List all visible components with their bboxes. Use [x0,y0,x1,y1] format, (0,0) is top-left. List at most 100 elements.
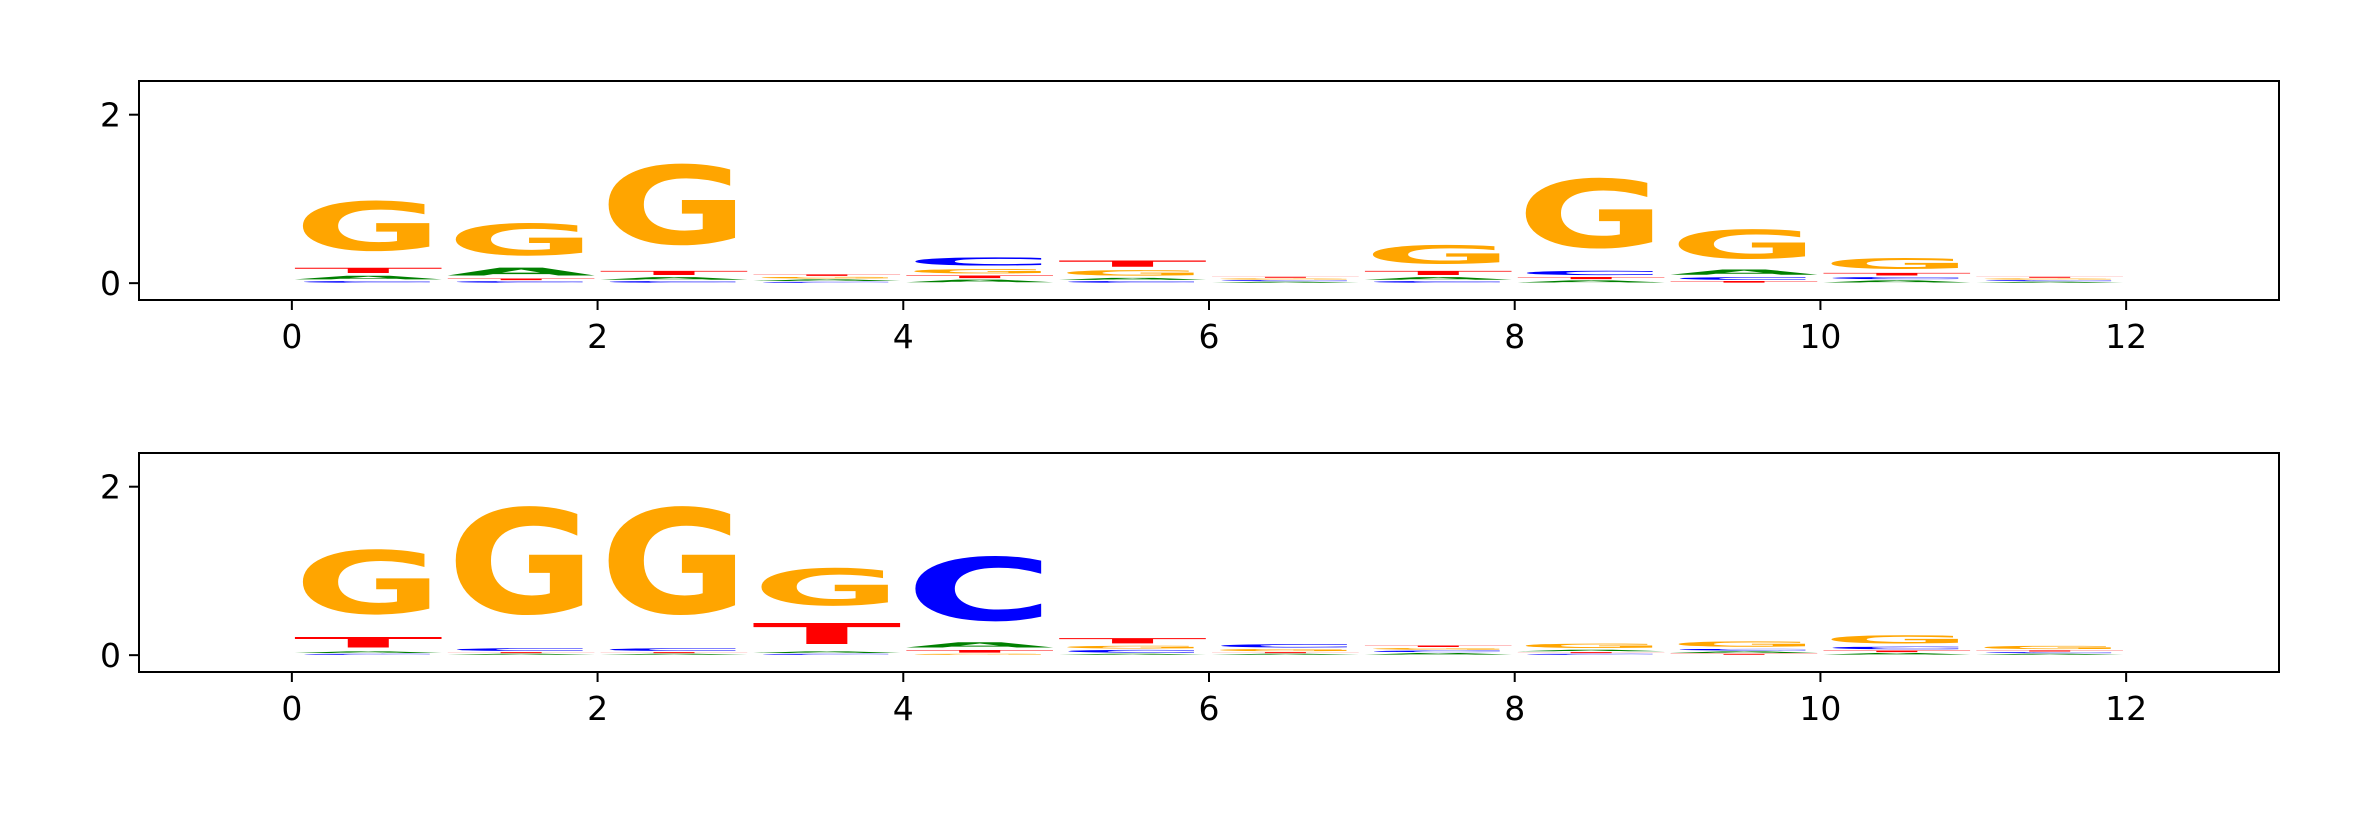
logo-letter: A [1670,268,1819,276]
logo-letter: A [294,275,443,281]
logo-letter: C [600,648,749,652]
logo-letter: T [447,278,596,281]
logo-letter: C [294,653,443,655]
logo-letter: A [1822,280,1971,283]
x-tick-label: 4 [893,317,914,356]
logo-letter: G [294,534,443,634]
logo-letter: G [905,653,1054,655]
logo-letter: C [905,255,1054,268]
logo-letter: T [1211,652,1360,654]
logo-letter: G [752,559,901,618]
logo-letter: G [1975,278,2124,280]
logo-letter: C [752,281,901,283]
logo-letter: G [1517,643,1666,650]
logo-letter: G [294,189,443,267]
logo-letter: C [752,653,901,655]
logo-letter: T [447,652,596,654]
logo-letter: A [905,641,1054,649]
logo-letter: C [447,281,596,284]
logo-letter: C [1058,281,1207,284]
logo-letter: T [1822,650,1971,653]
logo-letter: C [294,281,443,284]
logo-letter: C [1517,270,1666,277]
logo-letter: A [1058,653,1207,655]
logo-letter: A [1517,649,1666,652]
logo-letter: C [1822,276,1971,279]
logo-letter: A [1364,653,1513,656]
logo-letter: G [1211,278,1360,280]
logo-letter: A [1058,277,1207,280]
logo-letter: T [1364,645,1513,648]
logo-letter: C [1670,276,1819,280]
x-tick-label: 6 [1199,689,1220,728]
logo-letter: C [447,648,596,652]
logo-letter: T [1975,276,2124,278]
logo-letter: G [1058,645,1207,649]
y-tick-label: 2 [100,96,121,135]
logo-letter: C [1058,649,1207,653]
y-tick-label: 2 [100,468,121,507]
logo-letter: A [1211,653,1360,655]
logo-letter: G [752,276,901,279]
logo-letter: T [1670,653,1819,655]
logo-letter: T [752,274,901,277]
x-tick-label: 2 [587,317,608,356]
logo-letter: T [1517,276,1666,279]
logo-letter: C [1364,281,1513,284]
logo-letter: C [1517,653,1666,655]
logo-letter: A [447,266,596,279]
logo-letter: A [1975,653,2124,655]
logo-letter: C [1975,652,2124,654]
logo-letter: T [600,652,749,654]
logo-letter: A [752,651,901,654]
logo-letter: G [1822,633,1971,646]
logo-letter: C [1975,280,2124,282]
logo-letter: T [1058,637,1207,645]
logo-letter: G [1364,240,1513,269]
logo-letter: G [1211,648,1360,651]
y-tick-label: 0 [100,636,121,675]
logo-letter: T [1822,272,1971,276]
logo-letter: C [1211,280,1360,282]
logo-letter: T [294,634,443,651]
logo-letter: A [600,276,749,280]
y-tick-label: 0 [100,264,121,303]
logo-letter: T [294,266,443,274]
logo-letter: G [1670,222,1819,268]
logo-letter: A [905,279,1054,283]
logo-letter: T [752,617,901,650]
logo-letter: T [905,649,1054,653]
logo-letter: A [1517,280,1666,283]
x-tick-label: 0 [281,317,302,356]
logo-letter: C [905,540,1054,641]
logo-letter: C [1822,646,1971,650]
logo-letter: A [752,279,901,282]
logo-letter: A [600,653,749,655]
logo-letter: C [1364,650,1513,653]
x-tick-label: 0 [281,689,302,728]
logo-letter: G [1670,640,1819,648]
logo-letter: G [447,215,596,265]
logo-letter: A [1364,276,1513,280]
logo-letter: G [1364,648,1513,651]
logo-letter: T [1364,270,1513,277]
logo-letter: G [600,144,749,270]
x-tick-label: 8 [1504,689,1525,728]
logo-letter: T [1211,276,1360,278]
x-tick-label: 10 [1799,689,1841,728]
logo-letter: C [1670,648,1819,651]
logo-letter: A [1975,281,2124,283]
logo-letter: T [905,275,1054,279]
logo-letter: A [447,653,596,655]
logo-letter: T [1517,652,1666,654]
logo-letter: A [1822,653,1971,656]
logo-letter: G [1822,256,1971,273]
logo-letter: A [294,651,443,654]
x-tick-label: 4 [893,689,914,728]
x-tick-label: 12 [2105,689,2147,728]
x-tick-label: 12 [2105,317,2147,356]
logo-letter: T [600,270,749,277]
x-tick-label: 2 [587,689,608,728]
x-tick-label: 8 [1504,317,1525,356]
logo-letter: A [1670,651,1819,654]
